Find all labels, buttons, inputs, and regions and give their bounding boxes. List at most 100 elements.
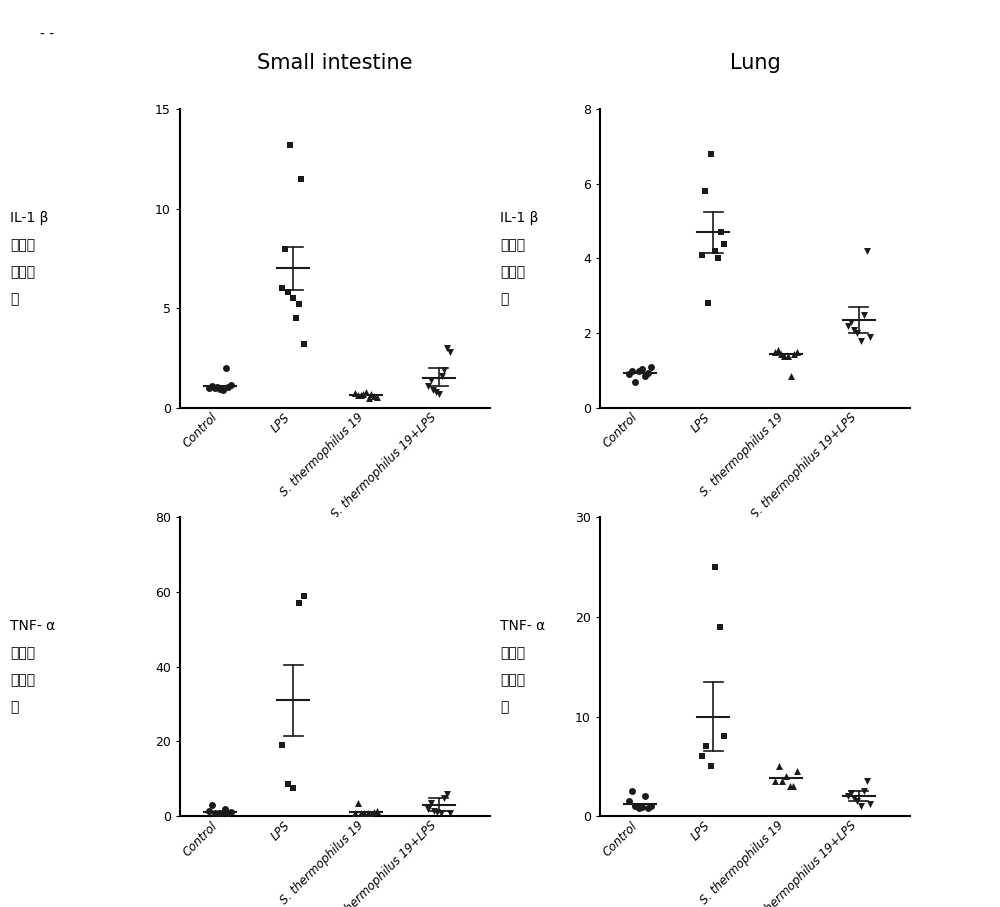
Point [856,784,872,799]
Point [423,373,439,387]
Point [429,805,445,819]
Point [783,369,799,384]
Point [786,346,802,361]
Point [698,739,714,754]
Point [291,596,307,610]
Point [366,805,382,819]
Point [780,348,796,363]
Text: - -: - - [40,27,54,41]
Point [862,330,878,345]
Point [442,805,458,820]
Point [624,364,640,378]
Point [436,363,452,377]
Point [296,337,312,352]
Point [209,380,225,395]
Point [369,804,385,818]
Point [217,802,233,816]
Point [366,389,382,404]
Point [360,806,376,821]
Point [280,285,296,299]
Point [204,798,220,813]
Point [439,786,455,801]
Point [631,364,647,378]
Point [296,589,312,603]
Point [431,387,447,402]
Point [634,362,650,376]
Point [215,383,231,397]
Point [643,360,659,375]
Point [369,390,385,405]
Point [428,385,444,399]
Point [207,805,223,820]
Point [621,367,637,382]
Point [218,361,234,375]
Point [350,388,366,403]
Point [350,796,366,811]
Point [358,385,374,399]
Text: Lung: Lung [730,53,780,73]
Point [716,729,732,744]
Point [767,774,783,788]
Point [211,806,227,821]
Point [288,311,304,326]
Point [770,343,786,357]
Point [223,378,239,393]
Point [420,802,436,816]
Point [214,805,230,820]
Point [640,801,656,815]
Text: IL-1 β
的相对
表达水
平: IL-1 β 的相对 表达水 平 [500,210,538,307]
Point [853,799,869,814]
Point [436,790,452,805]
Text: TNF- α
的相对
表达水
平: TNF- α 的相对 表达水 平 [10,619,55,715]
Point [285,781,301,795]
Point [713,225,729,239]
Point [774,774,790,788]
Point [843,315,859,329]
Point [716,236,732,250]
Point [773,346,789,361]
Point [426,804,442,818]
Point [634,800,650,814]
Point [778,769,794,784]
Point [220,806,236,821]
Point [425,383,441,397]
Point [643,799,659,814]
Point [840,789,856,804]
Point [846,791,862,805]
Point [423,796,439,811]
Point [282,138,298,152]
Point [697,184,713,199]
Point [631,801,647,815]
Point [849,326,865,340]
Point [637,369,653,384]
Point [353,805,369,820]
Point [789,345,805,359]
Point [223,805,239,819]
Point [789,764,805,778]
Point [859,774,875,788]
Point [201,804,217,818]
Point [624,784,640,799]
Point [710,251,726,266]
Text: IL-1 β
的相对
表达水
平: IL-1 β 的相对 表达水 平 [10,210,48,307]
Point [840,318,856,333]
Point [637,789,653,804]
Text: TNF- α
的相对
表达水
平: TNF- α 的相对 表达水 平 [500,619,545,715]
Point [212,382,228,396]
Point [207,381,223,395]
Point [434,369,450,384]
Point [291,297,307,312]
Point [849,795,865,809]
Point [694,248,710,262]
Point [694,749,710,764]
Point [707,560,723,574]
Point [274,738,290,753]
Point [220,380,236,395]
Text: Small intestine: Small intestine [257,53,413,73]
Point [771,759,787,774]
Point [433,806,449,821]
Point [353,388,369,403]
Point [640,366,656,380]
Point [776,348,792,363]
Point [703,146,719,161]
